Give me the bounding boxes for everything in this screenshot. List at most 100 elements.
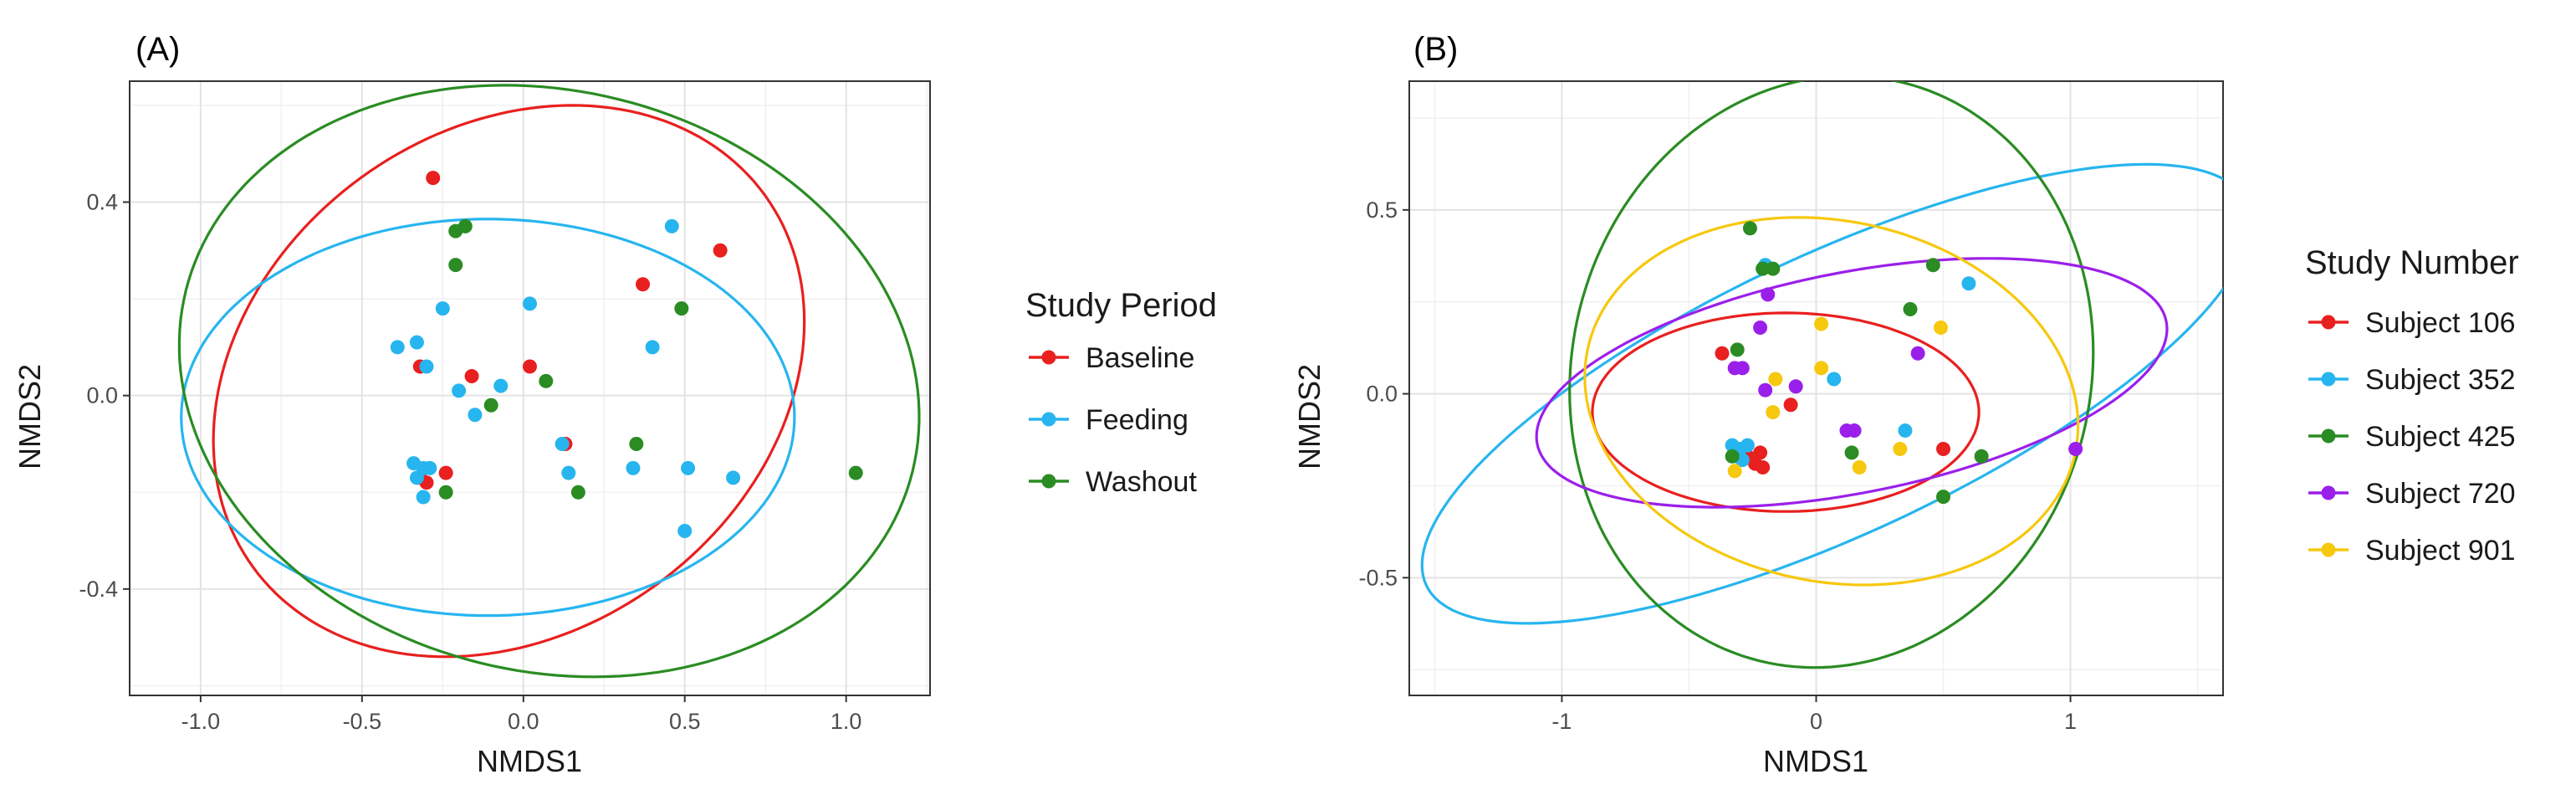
data-point-subject-425 bbox=[1903, 302, 1918, 317]
data-point-feeding bbox=[468, 408, 483, 423]
data-point-feeding bbox=[523, 296, 537, 311]
data-point-feeding bbox=[452, 383, 467, 398]
data-point-feeding bbox=[390, 340, 405, 355]
panel-a-x-axis-title: NMDS1 bbox=[477, 744, 582, 778]
panel-a: (A) -1.0 -0.5 0.0 0.5 1.0 -0.4 0.0 0.4 NMDS1 NM… bbox=[13, 31, 1217, 778]
legend-key-dot bbox=[1041, 474, 1056, 489]
x-tick-label: -1.0 bbox=[181, 709, 221, 734]
legend-label-subject-901: Subject 901 bbox=[2365, 535, 2516, 567]
data-point-subject-720 bbox=[1761, 287, 1776, 302]
y-tick-label: 0.0 bbox=[86, 383, 118, 408]
legend-label-baseline: Baseline bbox=[1086, 342, 1194, 374]
data-point-subject-106 bbox=[1715, 346, 1730, 361]
x-tick-label: -0.5 bbox=[343, 709, 382, 734]
panel-b: (B) -1 0 1 -0.5 0.0 0.5 NMDS1 NMDS2 Study Num… bbox=[1292, 31, 2519, 778]
data-point-washout bbox=[457, 218, 473, 233]
panel-a-label: (A) bbox=[135, 31, 180, 68]
data-point-baseline bbox=[523, 359, 537, 374]
data-point-subject-425 bbox=[1730, 342, 1745, 357]
data-point-subject-720 bbox=[1758, 382, 1773, 398]
data-point-baseline bbox=[426, 171, 441, 186]
data-point-subject-720 bbox=[1727, 361, 1742, 376]
y-tick-label: 0.5 bbox=[1366, 197, 1398, 223]
y-tick-label: -0.5 bbox=[1358, 565, 1398, 590]
confidence-ellipse-subject-425 bbox=[1568, 81, 2095, 669]
panel-b-label: (B) bbox=[1413, 31, 1458, 68]
legend-label-subject-425: Subject 425 bbox=[2365, 421, 2516, 453]
data-point-subject-901 bbox=[1933, 320, 1948, 335]
data-point-washout bbox=[483, 398, 498, 413]
data-point-subject-106 bbox=[1753, 445, 1768, 460]
data-point-baseline bbox=[636, 277, 651, 292]
data-point-subject-425 bbox=[1756, 261, 1771, 276]
legend-label-subject-720: Subject 720 bbox=[2365, 478, 2516, 510]
panel-a-y-axis-title: NMDS2 bbox=[13, 364, 47, 469]
panel-a-plot-background bbox=[130, 81, 930, 695]
data-point-subject-425 bbox=[1936, 490, 1951, 505]
data-point-subject-720 bbox=[1788, 379, 1803, 394]
data-point-feeding bbox=[422, 460, 437, 475]
confidence-ellipse-baseline bbox=[212, 104, 806, 659]
data-point-washout bbox=[438, 485, 453, 500]
data-point-subject-901 bbox=[1893, 442, 1908, 457]
data-point-feeding bbox=[681, 460, 696, 475]
panel-b-plot: -1 0 1 -0.5 0.0 0.5 bbox=[1358, 80, 2224, 734]
panel-b-legend: Subject 106 Subject 352 Subject 425 Subject… bbox=[2308, 307, 2516, 567]
data-point-subject-901 bbox=[1727, 464, 1742, 479]
data-point-feeding bbox=[664, 218, 679, 233]
data-point-washout bbox=[674, 301, 689, 316]
data-point-subject-425 bbox=[1766, 261, 1781, 276]
data-point-subject-352 bbox=[1827, 372, 1842, 387]
data-point-washout bbox=[629, 436, 644, 451]
legend-key-dot bbox=[2321, 485, 2336, 500]
confidence-ellipse-subject-352 bbox=[1420, 162, 2223, 625]
data-point-baseline bbox=[438, 465, 453, 480]
legend-key-dot bbox=[2321, 542, 2336, 557]
panel-b-legend-title: Study Number bbox=[2305, 244, 2519, 281]
panel-a-ellipses bbox=[177, 84, 921, 679]
panel-a-legend: Baseline Feeding Washout bbox=[1029, 342, 1197, 498]
data-point-subject-901 bbox=[1852, 459, 1867, 474]
data-point-subject-720 bbox=[1910, 346, 1925, 361]
data-point-feeding bbox=[493, 378, 509, 393]
data-point-feeding bbox=[645, 340, 660, 355]
data-point-subject-425 bbox=[1974, 449, 1989, 464]
data-point-feeding bbox=[561, 465, 576, 480]
data-point-subject-106 bbox=[1756, 459, 1771, 474]
data-point-subject-352 bbox=[1898, 423, 1913, 439]
legend-key-dot bbox=[1041, 350, 1056, 365]
data-point-feeding bbox=[409, 470, 424, 485]
panel-b-x-axis-title: NMDS1 bbox=[1763, 744, 1868, 778]
legend-label-subject-106: Subject 106 bbox=[2365, 307, 2516, 339]
panel-b-y-axis-title: NMDS2 bbox=[1292, 364, 1326, 469]
confidence-ellipse-subject-901 bbox=[1583, 216, 2080, 587]
legend-key-dot bbox=[2321, 315, 2336, 330]
panel-b-ellipses bbox=[1420, 81, 2223, 669]
data-point-baseline bbox=[713, 243, 728, 258]
data-point-washout bbox=[448, 258, 463, 273]
data-point-subject-425 bbox=[1742, 221, 1757, 236]
data-point-feeding bbox=[626, 460, 641, 475]
confidence-ellipse-subject-720 bbox=[1535, 257, 2169, 509]
x-tick-label: 1 bbox=[2064, 709, 2077, 734]
confidence-ellipse-feeding bbox=[180, 218, 796, 618]
legend-key-dot bbox=[1041, 412, 1056, 427]
x-tick-label: 0 bbox=[1810, 709, 1822, 734]
legend-label-subject-352: Subject 352 bbox=[2365, 364, 2516, 396]
data-point-feeding bbox=[555, 436, 570, 451]
x-tick-label: -1 bbox=[1551, 709, 1572, 734]
y-tick-label: 0.4 bbox=[86, 189, 118, 214]
legend-label-washout: Washout bbox=[1086, 466, 1197, 498]
panel-a-points bbox=[390, 171, 863, 538]
x-tick-label: 0.5 bbox=[669, 709, 701, 734]
data-point-subject-901 bbox=[1814, 316, 1829, 331]
legend-key-dot bbox=[2321, 372, 2336, 387]
data-point-subject-720 bbox=[1753, 320, 1768, 335]
data-point-subject-901 bbox=[1814, 361, 1829, 376]
y-tick-label: 0.0 bbox=[1366, 382, 1398, 407]
data-point-feeding bbox=[677, 523, 693, 538]
data-point-feeding bbox=[726, 470, 741, 485]
data-point-subject-901 bbox=[1766, 405, 1781, 420]
legend-key-dot bbox=[2321, 428, 2336, 444]
data-point-baseline bbox=[464, 369, 479, 384]
